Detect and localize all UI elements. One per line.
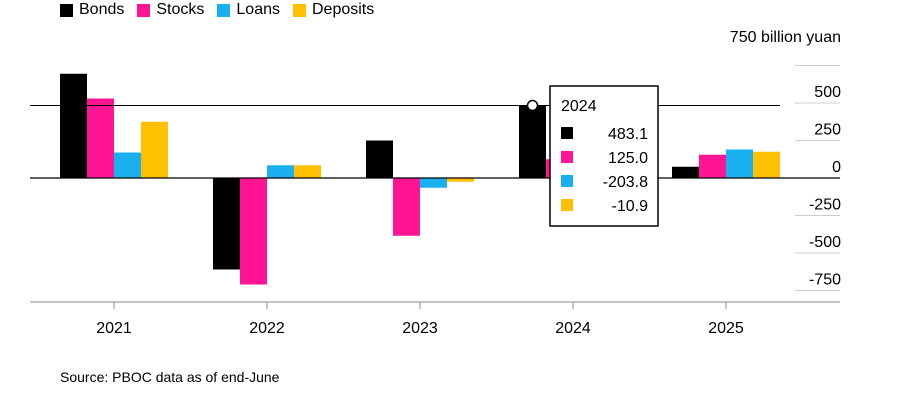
tooltip-swatch [561, 199, 573, 211]
bar-bonds-2024 [519, 105, 546, 178]
bar-loans-2025 [726, 149, 753, 178]
legend-item-loans: Loans [217, 1, 280, 19]
tooltip-value: 125.0 [608, 150, 648, 167]
bar-stocks-2025 [699, 154, 726, 178]
tooltip-value: 483.1 [608, 126, 648, 143]
tooltip-value: -203.8 [603, 174, 648, 191]
reference-line-group [30, 99, 780, 112]
bar-loans-2023 [420, 178, 447, 188]
bar-deposits-2023 [447, 178, 474, 182]
legend-label: Deposits [311, 1, 375, 18]
tooltip-value: -10.9 [612, 198, 649, 215]
y-tick-label: 250 [814, 122, 841, 139]
legend-swatch [137, 3, 151, 17]
legend-item-deposits: Deposits [292, 1, 375, 19]
legend-label: Bonds [79, 1, 125, 18]
bar-deposits-2021 [141, 121, 168, 178]
y-tick-label: 500 [814, 84, 841, 101]
bar-bonds-2021 [60, 73, 87, 178]
x-tick-label: 2021 [96, 320, 132, 337]
legend-label: Stocks [156, 1, 205, 18]
chart-legend: Bonds Stocks Loans Deposits [60, 0, 387, 20]
legend-item-bonds: Bonds [60, 1, 124, 19]
hover-point[interactable] [526, 99, 539, 112]
y-tick-label: 0 [832, 159, 841, 176]
bar-loans-2022 [267, 165, 294, 178]
bar-stocks-2022 [240, 178, 267, 285]
tooltip-title: 2024 [561, 98, 597, 115]
source-note: Source: PBOC data as of end-June [60, 369, 280, 385]
y-tick-label: -750 [809, 272, 841, 289]
legend-item-stocks: Stocks [137, 1, 204, 19]
tooltip-swatch [561, 127, 573, 139]
bar-bonds-2025 [672, 166, 699, 178]
y-tick-label: -250 [809, 197, 841, 214]
tooltip-swatch [561, 175, 573, 187]
tooltip-group: 2024 483.1 125.0 -203.8 -10.9 [549, 85, 659, 227]
axes: 2021 2022 2023 2024 2025 [30, 177, 840, 337]
bar-stocks-2021 [87, 98, 114, 178]
x-tick-label: 2022 [249, 320, 285, 337]
bar-loans-2021 [114, 152, 141, 178]
bar-deposits-2022 [294, 165, 321, 178]
x-tick-label: 2025 [708, 320, 744, 337]
x-tick-label: 2023 [402, 320, 438, 337]
legend-label: Loans [236, 1, 280, 18]
y-gridlines: 500 250 0 -250 -500 -750 [795, 65, 841, 291]
bar-stocks-2023 [393, 178, 420, 236]
legend-swatch [217, 3, 231, 17]
bar-bonds-2023 [366, 140, 393, 178]
legend-swatch [292, 3, 306, 17]
y-tick-label: -500 [809, 234, 841, 251]
bar-deposits-2025 [753, 151, 780, 178]
legend-swatch [60, 3, 73, 17]
bar-bonds-2022 [213, 178, 240, 270]
tooltip-swatch [561, 151, 573, 163]
unit-label: 750 billion yuan [730, 29, 841, 46]
x-tick-label: 2024 [555, 320, 591, 337]
